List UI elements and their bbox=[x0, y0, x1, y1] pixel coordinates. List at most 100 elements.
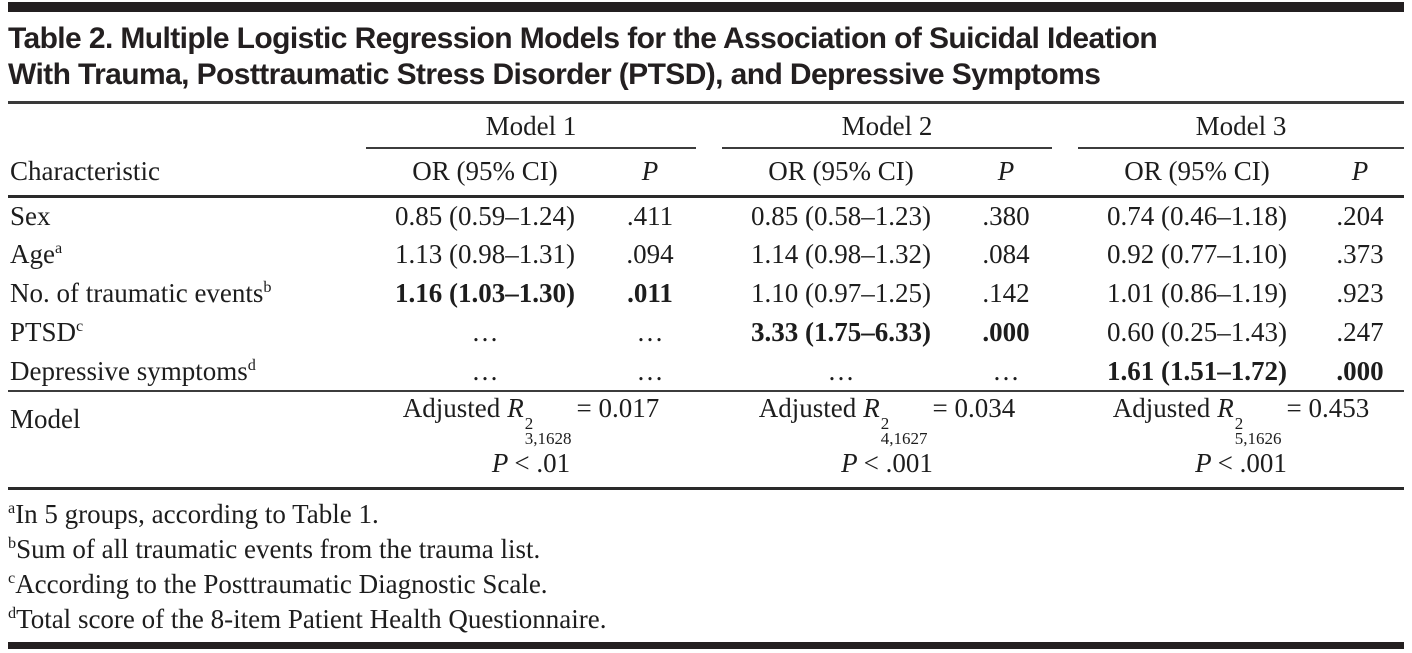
top-rule bbox=[8, 2, 1404, 12]
p-threshold: < .001 bbox=[863, 448, 933, 478]
or-value-m1: … bbox=[471, 317, 499, 347]
table-row-ptsd: PTSDc … … 3.33 (1.75–6.33) .000 0.60 (0.… bbox=[8, 313, 1404, 352]
r2-value: = 0.453 bbox=[1286, 393, 1370, 423]
adjusted-label: Adjusted bbox=[1112, 393, 1211, 423]
gap-cell bbox=[1052, 235, 1078, 274]
footnote-a: aIn 5 groups, according to Table 1. bbox=[8, 497, 1404, 532]
footnote-marker: b bbox=[8, 533, 17, 552]
r2-value: = 0.034 bbox=[932, 393, 1016, 423]
gap-cell bbox=[696, 235, 722, 274]
row-label-footnote-marker: b bbox=[263, 278, 272, 296]
p-value-m1: .011 bbox=[627, 278, 673, 308]
row-label: Agea bbox=[8, 235, 366, 274]
table-row-age: Agea 1.13 (0.98–1.31) .094 1.14 (0.98–1.… bbox=[8, 235, 1404, 274]
r2-supsub: 2 3,1628 bbox=[524, 414, 572, 448]
or-ci-header-m2: OR (95% CI) bbox=[722, 148, 960, 198]
row-label-text: Depressive symptoms bbox=[10, 355, 248, 386]
or-value-m2: 0.85 (0.58–1.23) bbox=[751, 200, 931, 231]
model-row-label: Model bbox=[8, 390, 366, 447]
r-symbol: R bbox=[1217, 393, 1234, 423]
p-symbol: P bbox=[841, 448, 858, 478]
table-row-depressive-symptoms: Depressive symptomsd … … … … 1.61 (1.51–… bbox=[8, 352, 1404, 391]
or-value-m2: 3.33 (1.75–6.33) bbox=[751, 317, 931, 347]
footnote-c: cAccording to the Posttraumatic Diagnost… bbox=[8, 567, 1404, 602]
model-fit-row: Model Adjusted R 2 3,1628 = 0.017 Adjusted R 2… bbox=[8, 390, 1404, 448]
p-header-m2: P bbox=[960, 148, 1052, 198]
or-value-m3: 0.92 (0.77–1.10) bbox=[1107, 239, 1287, 269]
model-1-header: Model 1 bbox=[366, 104, 696, 149]
model-p-m3: P < .001 bbox=[1078, 447, 1404, 490]
df-subscript: 5,1626 bbox=[1234, 429, 1282, 448]
model-p-row: P < .01 P < .001 P < .001 bbox=[8, 447, 1404, 490]
gap-cell bbox=[696, 313, 722, 352]
gap-cell bbox=[1052, 148, 1078, 198]
row-label-footnote-marker: c bbox=[76, 317, 84, 335]
model-p-m2: P < .001 bbox=[722, 447, 1052, 490]
p-value-m2: … bbox=[992, 355, 1020, 386]
empty-cell bbox=[8, 104, 366, 148]
table-row-traumatic-events: No. of traumatic eventsb 1.16 (1.03–1.30… bbox=[8, 274, 1404, 313]
p-symbol: P bbox=[491, 448, 509, 478]
footnote-text: According to the Posttraumatic Diagnosti… bbox=[15, 568, 548, 599]
gap-cell bbox=[696, 148, 722, 198]
model-2-header: Model 2 bbox=[722, 104, 1052, 149]
gap-cell bbox=[696, 196, 722, 235]
gap-cell bbox=[1052, 390, 1078, 447]
p-header-m1: P bbox=[604, 148, 696, 198]
row-label-footnote-marker: d bbox=[247, 355, 256, 374]
regression-table: Model 1 Model 2 Model 3 Characteristic O… bbox=[8, 104, 1404, 490]
footnote-text: In 5 groups, according to Table 1. bbox=[15, 498, 379, 529]
p-value-m3: .000 bbox=[1336, 355, 1384, 386]
row-label-text: No. of traumatic events bbox=[10, 278, 264, 308]
footnote-marker: c bbox=[8, 568, 16, 587]
or-value-m1: 0.85 (0.59–1.24) bbox=[395, 200, 575, 231]
r-symbol: R bbox=[507, 393, 524, 423]
r-exponent: 2 bbox=[1234, 414, 1244, 433]
or-value-m2: 1.10 (0.97–1.25) bbox=[751, 278, 931, 308]
p-value-m3: .204 bbox=[1336, 200, 1384, 231]
p-value-m3: .373 bbox=[1336, 239, 1384, 269]
p-value-m2: .380 bbox=[982, 200, 1030, 231]
gap-cell bbox=[1052, 447, 1078, 490]
row-label: No. of traumatic eventsb bbox=[8, 274, 366, 313]
gap-cell bbox=[1052, 313, 1078, 352]
footnote-marker: d bbox=[8, 603, 17, 622]
p-value-m1: … bbox=[636, 355, 664, 386]
adjusted-r2-m1: Adjusted R 2 3,1628 = 0.017 bbox=[366, 390, 696, 448]
footnote-marker: a bbox=[8, 498, 16, 517]
or-value-m3: 0.74 (0.46–1.18) bbox=[1107, 200, 1287, 231]
table-row-sex: Sex 0.85 (0.59–1.24) .411 0.85 (0.58–1.2… bbox=[8, 196, 1404, 235]
empty-cell bbox=[8, 447, 366, 490]
or-value-m1: … bbox=[471, 355, 499, 386]
gap-cell bbox=[1052, 196, 1078, 235]
table-title-line2: With Trauma, Posttraumatic Stress Disord… bbox=[8, 58, 1101, 91]
or-value-m1: 1.16 (1.03–1.30) bbox=[395, 278, 575, 308]
gap-cell bbox=[1052, 274, 1078, 313]
p-header-m3: P bbox=[1316, 148, 1404, 198]
p-value-m2: .142 bbox=[982, 278, 1030, 308]
r-symbol: R bbox=[863, 393, 880, 423]
df-subscript: 3,1628 bbox=[524, 429, 572, 448]
p-symbol: P bbox=[1195, 448, 1212, 478]
title-divider-rule bbox=[8, 101, 1404, 104]
footnote-text: Total score of the 8-item Patient Health… bbox=[16, 603, 607, 634]
footnotes: aIn 5 groups, according to Table 1. bSum… bbox=[8, 490, 1404, 637]
p-value-m2: .000 bbox=[982, 317, 1030, 347]
p-value-m3: .923 bbox=[1336, 278, 1384, 308]
gap-cell bbox=[696, 104, 722, 148]
or-value-m1: 1.13 (0.98–1.31) bbox=[395, 239, 575, 269]
or-value-m3: 1.01 (0.86–1.19) bbox=[1107, 278, 1287, 308]
gap-cell bbox=[1052, 352, 1078, 391]
gap-cell bbox=[696, 352, 722, 391]
r-exponent: 2 bbox=[524, 414, 534, 433]
gap-cell bbox=[696, 390, 722, 447]
table-title: Table 2. Multiple Logistic Regression Mo… bbox=[8, 21, 1404, 93]
bottom-rule bbox=[8, 641, 1404, 649]
footnote-b: bSum of all traumatic events from the tr… bbox=[8, 532, 1404, 567]
characteristic-header: Characteristic bbox=[8, 148, 366, 198]
row-label: PTSDc bbox=[8, 313, 366, 352]
gap-cell bbox=[1052, 104, 1078, 148]
row-label-text: Age bbox=[10, 239, 55, 269]
model-3-header: Model 3 bbox=[1078, 104, 1404, 149]
